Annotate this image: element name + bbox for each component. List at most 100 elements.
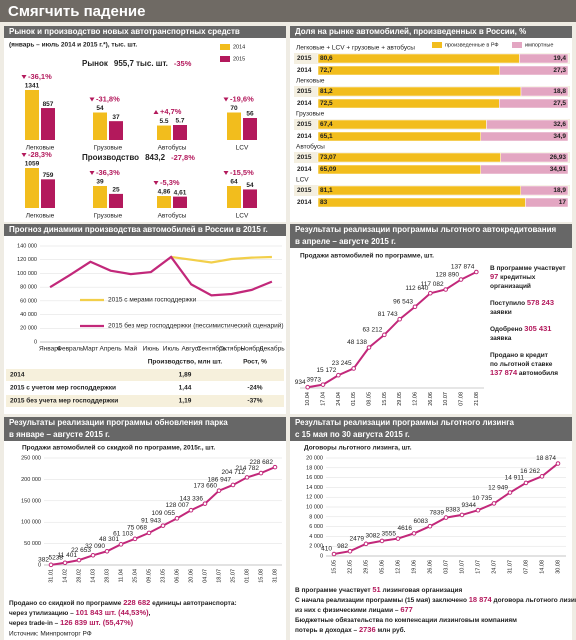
y-tick-label: 20 000: [306, 455, 323, 461]
point: [382, 332, 387, 338]
bar-segment: [317, 131, 481, 142]
row-label: Производство 843,2 -27,8%: [82, 153, 195, 162]
x-tick-label: 22.05: [347, 560, 353, 574]
value-label: 9344: [462, 502, 477, 509]
legend-label: импортные: [525, 42, 553, 48]
x-tick-label: Июль: [163, 346, 180, 353]
point: [443, 287, 448, 292]
value-label: 857: [43, 101, 54, 108]
value-label: 64: [230, 179, 238, 186]
note-text: ,: [149, 610, 151, 617]
change-label: -31,8%: [96, 94, 120, 103]
value-label: 4616: [398, 525, 413, 532]
table-cell: 1,89: [179, 372, 192, 379]
value-label: 37: [112, 114, 120, 121]
note-text: млн руб.: [376, 626, 406, 634]
bar: [25, 168, 39, 208]
panel-title: Доля на рынке автомобилей, произведенных…: [295, 27, 526, 36]
row-total: 843,2: [145, 153, 166, 162]
note-line: В программе участвует: [490, 265, 566, 272]
bar-segment: [317, 119, 487, 130]
year-label: 2014: [297, 166, 312, 173]
y-tick-label: 2 000: [309, 544, 323, 550]
value-label: 22 653: [71, 547, 91, 554]
value-label: 18 874: [536, 455, 556, 462]
bar-segment: [317, 185, 521, 196]
note-text: организаций: [490, 282, 531, 290]
bar: [227, 186, 241, 208]
value-label: 75 068: [127, 525, 147, 532]
note-text: заявки: [490, 309, 512, 316]
bar: [93, 112, 107, 140]
value-label: 204 712: [222, 469, 246, 476]
note-text: по льготной ставке: [490, 360, 553, 368]
point: [336, 372, 341, 378]
group-label: LCV: [296, 177, 309, 184]
legend-label: 2014: [233, 44, 245, 50]
point: [428, 290, 433, 296]
value-label: 3082: [366, 533, 381, 540]
note-line: 97 кредитных: [490, 272, 536, 281]
point: [331, 551, 337, 557]
point: [230, 482, 236, 488]
table-cell: -37%: [247, 398, 262, 405]
bar-segment: [480, 164, 569, 175]
value-label: 65,09: [320, 166, 337, 173]
change-label: -5,3%: [160, 178, 180, 187]
x-tick-label: 15.08: [258, 569, 264, 583]
value-label: 14 911: [505, 475, 525, 482]
note-line: организаций: [490, 282, 531, 290]
note-text: договора льготного лизинга,: [492, 597, 576, 604]
y-tick-label: 50 000: [24, 541, 41, 547]
point: [48, 562, 54, 568]
x-tick-label: 15.05: [382, 392, 388, 406]
note-text: заявка: [490, 335, 512, 342]
value-label: 32 090: [85, 543, 105, 550]
value-label: 72,7: [320, 67, 333, 74]
table-header: Производство, млн шт.: [148, 359, 223, 366]
x-tick-label: 01.05: [351, 392, 357, 406]
change-label: -15,5%: [230, 168, 254, 177]
note-line: С начала реализации программы (15 мая) з…: [295, 595, 576, 604]
source: Источник: Минпромторг РФ: [9, 631, 92, 638]
value-label: 128 890: [436, 271, 460, 278]
panel-header: [290, 26, 572, 38]
x-tick-label: 24.04: [336, 392, 342, 406]
note-text: Бюджетные обязательства по компенсации л…: [295, 616, 517, 624]
value-label: 137 874: [451, 264, 475, 271]
year-label: 2014: [297, 199, 312, 206]
bar: [41, 108, 55, 140]
value-label: 26,93: [550, 154, 567, 161]
value-label: 5.5: [159, 118, 168, 125]
value-label: 4,61: [174, 189, 187, 196]
point: [76, 557, 82, 563]
note-highlight: 97: [490, 272, 498, 281]
value-label: 2479: [350, 536, 365, 543]
point: [258, 470, 264, 476]
year-label: 2014: [297, 67, 312, 74]
point: [132, 536, 138, 542]
category-label: Грузовые: [94, 145, 123, 152]
value-label: 228 682: [250, 459, 274, 466]
note-text: автомобиля: [517, 369, 558, 377]
change-arrow: [89, 97, 95, 102]
bar-segment: [486, 119, 569, 130]
value-label: 18,8: [553, 88, 566, 95]
note-text: из них с физическими лицами –: [295, 607, 400, 614]
note-highlight: 228 682: [123, 598, 150, 607]
x-tick-label: Апрель: [100, 346, 123, 353]
point: [475, 507, 481, 513]
note-line: В программе участвует 51 лизинговая орга…: [295, 585, 462, 594]
note-line: Продано со скидкой по программе 228 682 …: [9, 598, 237, 607]
value-label: 1059: [25, 161, 40, 168]
point: [443, 515, 449, 520]
value-label: 70: [230, 105, 238, 112]
point: [459, 512, 465, 518]
panel-title: в апреле – августе 2015 г.: [295, 237, 396, 246]
bar-segment: [317, 98, 500, 109]
point: [395, 536, 401, 541]
value-label: 143 336: [180, 495, 204, 502]
year-label: 2014: [297, 133, 312, 140]
point: [411, 531, 417, 536]
note-text: Одобрено: [490, 325, 524, 333]
